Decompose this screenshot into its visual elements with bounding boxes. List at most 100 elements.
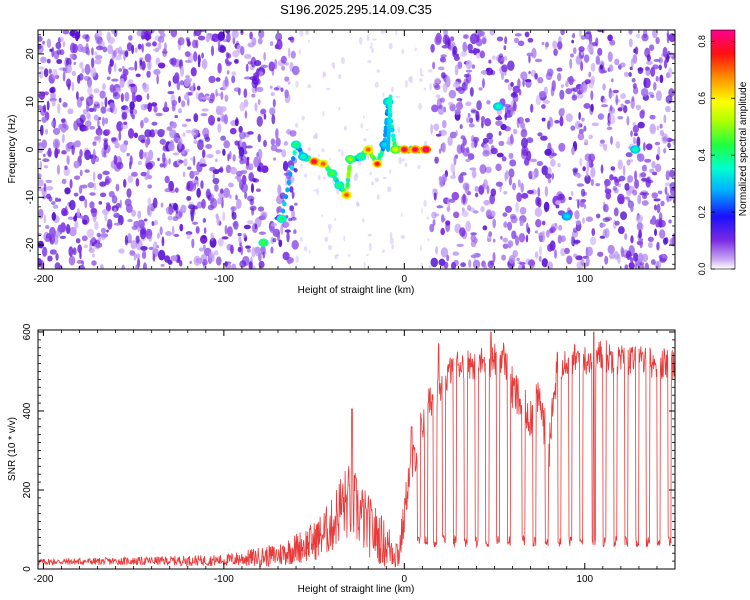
spectrogram-signal-cell (289, 165, 294, 171)
spectrogram-noise-cell (649, 123, 657, 135)
spectrogram-noise-cell (630, 130, 633, 137)
spectrogram-noise-cell (465, 69, 473, 73)
spectrogram-faint-cell (337, 149, 342, 152)
spectrogram-noise-cell (585, 216, 593, 222)
spectrogram-noise-cell (204, 136, 211, 142)
spectrogram-noise-cell (102, 209, 109, 215)
spectrogram-noise-cell (51, 99, 56, 107)
spectrogram-noise-cell (525, 234, 529, 243)
spectrogram-noise-cell (144, 129, 152, 138)
spectrogram-noise-cell (184, 51, 191, 57)
spectrogram-noise-cell (514, 33, 522, 37)
spectrogram-noise-cell (246, 195, 255, 202)
spectrogram-noise-cell (608, 113, 616, 125)
spectrogram-noise-cell (536, 161, 544, 167)
spectrogram-noise-cell (135, 94, 143, 102)
spectrogram-noise-cell (224, 94, 229, 102)
spectrogram-noise-cell (61, 178, 67, 185)
spectrogram-noise-cell (639, 262, 645, 266)
spectrogram-noise-cell (192, 155, 196, 166)
spectrogram-noise-cell (167, 90, 175, 95)
spectrogram-signal-peak (358, 154, 364, 159)
spectrogram-noise-cell (147, 30, 155, 34)
spectrogram-y-label: Frequency (Hz) (7, 115, 18, 184)
spectrogram-faint-cell (429, 82, 432, 91)
spectrogram-noise-cell (468, 123, 475, 128)
spectrogram-noise (38, 30, 675, 269)
spectrogram-noise-cell (170, 30, 178, 38)
spectrogram-noise-cell (173, 233, 180, 237)
spectrogram-noise-cell (287, 37, 294, 41)
spectrogram-noise-cell (181, 123, 188, 128)
spectrogram-noise-cell (143, 218, 148, 222)
spectrogram-noise-cell (218, 191, 226, 199)
spectrogram-noise-cell (38, 187, 45, 192)
spectrogram-noise-cell (80, 184, 88, 189)
spectrogram-noise-cell (509, 111, 516, 115)
spectrogram-noise-cell (290, 216, 297, 221)
spectrogram-noise-cell (646, 60, 653, 65)
spectrogram-noise-cell (62, 71, 66, 82)
spectrogram-noise-cell (92, 253, 95, 258)
spectrogram-noise-cell (557, 193, 565, 201)
spectrogram-noise-cell (469, 167, 477, 171)
spectrogram-noise-cell (467, 112, 471, 118)
spectrogram-noise-cell (636, 222, 644, 232)
spectrogram-noise-cell (177, 255, 180, 263)
spectrogram-noise-cell (438, 130, 442, 136)
spectrogram-noise-cell (109, 102, 115, 109)
spectrogram-noise-cell (154, 129, 159, 135)
spectrogram-noise-cell (99, 90, 106, 99)
spectrogram-noise-cell (215, 77, 221, 82)
spectrogram-noise-cell (95, 45, 104, 51)
spectrogram-noise-cell (654, 204, 657, 211)
spectrogram-noise-cell (652, 171, 658, 176)
spectrogram-noise-cell (572, 47, 577, 55)
spectrogram-noise-cell (111, 195, 118, 204)
spectrogram-noise-cell (118, 68, 123, 72)
spectrogram-faint-cell (380, 30, 386, 35)
spectrogram-noise-cell (482, 78, 485, 89)
spectrogram-noise-cell (139, 149, 144, 160)
spectrogram-noise-cell (644, 158, 652, 163)
spectrogram-noise-cell (150, 102, 158, 107)
spectrogram-noise-cell (622, 105, 628, 114)
spectrogram-noise-cell (610, 135, 613, 145)
spectrogram-noise-cell (207, 114, 216, 126)
spectrogram-noise-cell (554, 119, 560, 124)
spectrogram-noise-cell (643, 77, 647, 89)
spectrogram-noise-cell (261, 212, 267, 221)
spectrogram-noise-cell (45, 128, 48, 135)
spectrogram-signal-cell (285, 187, 290, 193)
spectrogram-noise-cell (668, 52, 674, 57)
spectrogram-noise-cell (434, 84, 441, 91)
spectrogram-noise-cell (533, 168, 539, 178)
spectrogram-noise-cell (263, 51, 266, 61)
spectrogram-noise-cell (270, 246, 274, 254)
colorbar-tick-label: 0.0 (697, 263, 707, 276)
spectrogram-noise-cell (248, 261, 253, 269)
spectrogram-noise-cell (488, 59, 492, 64)
spectrogram-noise-cell (287, 81, 291, 85)
spectrogram-noise-cell (94, 221, 99, 230)
spectrogram-noise-cell (54, 197, 59, 203)
spectrogram-noise-cell (59, 37, 64, 42)
spectrogram-noise-cell (659, 257, 667, 263)
spectrogram-faint-cell (368, 243, 372, 251)
spectrogram-noise-cell (140, 119, 144, 129)
spectrogram-noise-cell (38, 66, 45, 70)
spectrogram-noise-cell (41, 139, 48, 149)
spectrogram-noise-cell (49, 226, 56, 238)
spectrogram-faint-cell (383, 176, 387, 180)
spectrogram-noise-cell (189, 157, 194, 161)
spectrogram-signal-cell (391, 137, 397, 143)
spectrogram-noise-cell (452, 211, 460, 219)
spectrogram-noise-cell (202, 235, 207, 239)
spectrogram-noise-cell (224, 76, 229, 87)
spectrogram-noise-cell (43, 68, 49, 78)
spectrogram-faint-cell (343, 235, 346, 242)
spectrogram-noise-cell (282, 160, 289, 172)
spectrogram-noise-cell (77, 244, 82, 254)
spectrogram-noise-cell (51, 120, 56, 128)
spectrogram-noise-cell (632, 86, 639, 95)
